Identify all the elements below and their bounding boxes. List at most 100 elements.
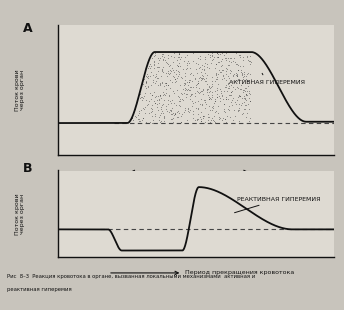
Point xyxy=(175,115,181,120)
Point xyxy=(223,109,228,114)
Point xyxy=(226,93,232,98)
Point xyxy=(226,62,232,67)
Point xyxy=(161,83,166,88)
Point xyxy=(206,84,212,89)
Point xyxy=(161,114,167,119)
Point xyxy=(226,97,231,102)
Point xyxy=(177,63,182,68)
Point xyxy=(164,70,169,75)
Point xyxy=(225,56,230,61)
Point xyxy=(170,65,175,70)
Point xyxy=(151,73,156,78)
Point xyxy=(143,79,148,84)
Point xyxy=(198,75,204,80)
Point xyxy=(203,76,209,81)
Point xyxy=(208,97,213,102)
Point xyxy=(205,52,211,57)
Point xyxy=(219,76,224,81)
Point xyxy=(235,107,241,112)
Point xyxy=(182,82,188,87)
Point xyxy=(174,109,180,114)
Point xyxy=(161,93,166,98)
Point xyxy=(178,91,184,95)
Point xyxy=(205,82,210,86)
Point xyxy=(192,117,197,122)
Point xyxy=(182,81,188,86)
Point xyxy=(195,90,201,95)
Point xyxy=(158,95,164,100)
Point xyxy=(213,65,218,70)
Point xyxy=(157,97,162,102)
Point xyxy=(165,68,171,73)
Point xyxy=(148,61,153,66)
Point xyxy=(195,61,201,66)
Point xyxy=(178,55,184,60)
Point xyxy=(221,102,227,107)
Point xyxy=(235,62,240,67)
Point xyxy=(189,92,194,97)
Point xyxy=(160,90,166,95)
Point xyxy=(202,64,207,69)
Point xyxy=(144,74,150,79)
Point xyxy=(161,119,166,124)
Point xyxy=(149,93,154,98)
Point xyxy=(213,61,218,66)
Point xyxy=(168,78,173,83)
Point xyxy=(151,62,157,67)
Point xyxy=(155,64,160,69)
Point xyxy=(221,109,227,114)
Point xyxy=(215,75,220,80)
Point xyxy=(217,87,223,92)
Point xyxy=(195,107,201,112)
Point xyxy=(202,56,207,61)
Point xyxy=(206,104,212,109)
Point xyxy=(151,80,156,85)
Point xyxy=(170,115,176,120)
Point xyxy=(159,66,165,71)
Point xyxy=(201,67,207,72)
Point xyxy=(236,77,241,82)
Point xyxy=(238,54,243,59)
Point xyxy=(207,89,213,94)
Point xyxy=(149,103,154,108)
Point xyxy=(198,78,203,82)
Point xyxy=(213,88,218,93)
Point xyxy=(227,67,232,72)
Point xyxy=(177,104,183,109)
Point xyxy=(152,101,158,106)
Point xyxy=(183,86,189,91)
Point xyxy=(225,74,231,79)
Point xyxy=(221,75,227,80)
Point xyxy=(241,95,247,100)
Point xyxy=(213,70,219,75)
Point xyxy=(206,66,212,71)
Point xyxy=(218,64,224,69)
Point xyxy=(158,107,164,112)
Point xyxy=(193,85,198,90)
Point xyxy=(212,110,217,115)
Point xyxy=(209,75,215,80)
Point xyxy=(149,113,154,118)
Point xyxy=(170,79,175,84)
Point xyxy=(247,91,252,96)
Point xyxy=(232,113,237,118)
Point xyxy=(137,110,142,115)
Point xyxy=(204,73,209,78)
Point xyxy=(189,70,194,75)
Point xyxy=(161,70,166,75)
Point xyxy=(200,75,206,80)
Point xyxy=(166,94,171,99)
Point xyxy=(194,82,200,87)
Point xyxy=(244,78,249,83)
Point xyxy=(213,78,218,83)
Point xyxy=(186,79,192,84)
Point xyxy=(203,79,208,84)
Point xyxy=(236,119,241,124)
Point xyxy=(210,57,216,62)
Point xyxy=(165,53,171,58)
Point xyxy=(233,70,239,75)
Point xyxy=(185,117,190,122)
Point xyxy=(244,71,249,76)
Point xyxy=(154,97,160,102)
Point xyxy=(243,73,248,78)
